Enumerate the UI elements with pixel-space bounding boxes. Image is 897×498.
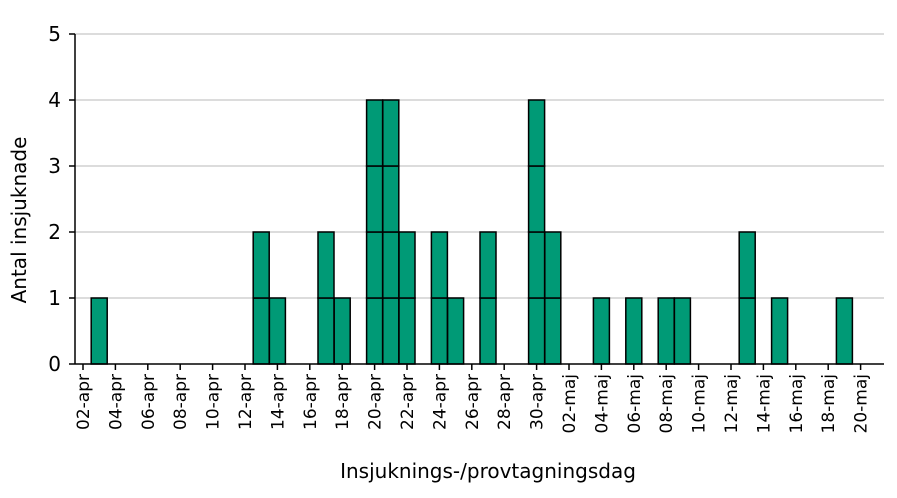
- x-tick-label: 02-maj: [560, 374, 580, 433]
- bar-20-apr-case-1: [365, 297, 384, 365]
- x-tick-label: 04-maj: [592, 374, 612, 433]
- bar-27-apr-case-2: [479, 231, 497, 299]
- bar-21-apr-case-2: [382, 231, 400, 299]
- bar-01-maj-case-2: [544, 231, 562, 299]
- bar-30-apr-case-2: [527, 231, 546, 299]
- y-tick-label: 5: [48, 22, 61, 46]
- bar-30-apr-case-4: [527, 99, 546, 167]
- x-tick-label: 04-apr: [106, 374, 126, 430]
- bar-27-apr-case-1: [479, 297, 497, 365]
- x-tick-label: 16-maj: [787, 374, 807, 433]
- bar-17-apr-case-1: [317, 297, 335, 365]
- x-tick-label: 14-maj: [754, 374, 774, 433]
- x-tick-label: 10-maj: [690, 374, 710, 433]
- x-tick-label: 26-apr: [463, 374, 483, 430]
- y-axis-label: Antal insjuknade: [7, 137, 31, 304]
- bar-15-maj-case-1: [770, 297, 789, 365]
- x-tick-label: 12-maj: [722, 374, 742, 433]
- bar-20-apr-case-2: [365, 231, 384, 299]
- bar-06-maj-case-1: [625, 297, 643, 365]
- y-tick-label: 4: [48, 88, 61, 112]
- bar-22-apr-case-1: [398, 297, 416, 365]
- bar-09-maj-case-1: [673, 297, 692, 365]
- y-tick-label: 2: [48, 220, 61, 244]
- x-tick-label: 12-apr: [236, 374, 256, 430]
- bar-22-apr-case-2: [398, 231, 416, 299]
- bar-18-apr-case-1: [333, 297, 351, 365]
- bar-21-apr-case-1: [382, 297, 400, 365]
- bar-13-apr-case-1: [252, 297, 270, 365]
- bar-13-maj-case-2: [738, 231, 756, 299]
- bar-17-apr-case-2: [317, 231, 335, 299]
- bar-24-apr-case-1: [430, 297, 449, 365]
- y-tick-label: 0: [48, 352, 61, 376]
- x-tick-label: 06-maj: [625, 374, 645, 433]
- x-tick-label: 20-apr: [366, 374, 386, 430]
- bar-21-apr-case-4: [382, 99, 400, 167]
- bar-03-apr-case-1: [90, 297, 108, 365]
- x-axis-label: Insjuknings-/provtagningsdag: [340, 459, 636, 483]
- x-tick-label: 10-apr: [204, 374, 224, 430]
- bar-20-apr-case-4: [365, 99, 384, 167]
- bar-24-apr-case-2: [430, 231, 449, 299]
- x-tick-label: 14-apr: [268, 374, 288, 430]
- x-tick-label: 06-apr: [139, 374, 159, 430]
- x-tick-label: 08-maj: [657, 374, 677, 433]
- x-tick-label: 16-apr: [301, 374, 321, 430]
- x-tick-label: 08-apr: [171, 374, 191, 430]
- bar-30-apr-case-3: [527, 165, 546, 233]
- y-tick-label: 1: [48, 286, 61, 310]
- bars: [90, 99, 854, 365]
- bar-19-maj-case-1: [835, 297, 854, 365]
- x-tick-label: 24-apr: [430, 374, 450, 430]
- x-tick-label: 22-apr: [398, 374, 418, 430]
- x-tick-label: 18-apr: [333, 374, 353, 430]
- bar-30-apr-case-1: [527, 297, 546, 365]
- bar-21-apr-case-3: [382, 165, 400, 233]
- x-tick-labels: 02-apr 04-apr 06-apr 08-apr 10-apr 12-apr 14-a…: [74, 364, 872, 433]
- y-tick-labels: 0 1 2 3 4 5: [48, 22, 75, 376]
- x-tick-label: 28-apr: [495, 374, 515, 430]
- bar-13-apr-case-2: [252, 231, 270, 299]
- bar-08-maj-case-1: [657, 297, 675, 365]
- bar-14-apr-case-1: [268, 297, 287, 365]
- bar-01-maj-case-1: [544, 297, 562, 365]
- x-tick-label: 20-maj: [852, 374, 872, 433]
- bar-13-maj-case-1: [738, 297, 756, 365]
- bar-04-maj-case-1: [592, 297, 611, 365]
- x-tick-label: 02-apr: [74, 374, 94, 430]
- y-tick-label: 3: [48, 154, 61, 178]
- bar-20-apr-case-3: [365, 165, 384, 233]
- x-tick-label: 30-apr: [528, 374, 548, 430]
- bar-25-apr-case-1: [446, 297, 465, 365]
- x-tick-label: 18-maj: [819, 374, 839, 433]
